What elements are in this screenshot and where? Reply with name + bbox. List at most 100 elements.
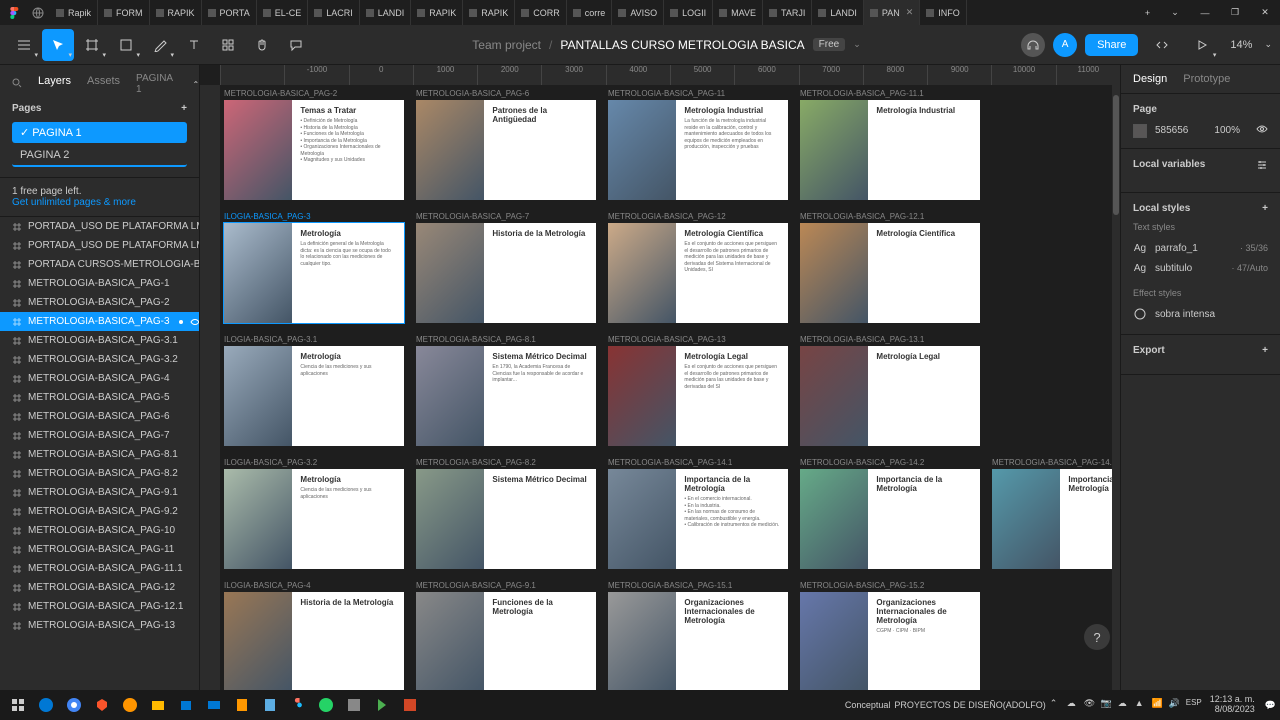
add-style-icon[interactable]: +	[1262, 203, 1268, 214]
frame-label[interactable]: METROLOGIA-BASICA_PAG-6	[416, 89, 596, 98]
browser-tab[interactable]: TARJI	[763, 0, 812, 25]
frame-thumbnail[interactable]: Metrología Ciencia de las mediciones y s…	[224, 469, 404, 569]
frame-label[interactable]: METROLOGIA-BASICA_PAG-9.1	[416, 581, 596, 590]
layer-item[interactable]: METROLOGIA-BASICA_PAG-8.2	[0, 464, 199, 483]
frame-label[interactable]: METROLOGIA-BASICA_PAG-8.1	[416, 335, 596, 344]
browser-tab[interactable]: EL-CE	[257, 0, 309, 25]
maximize-icon[interactable]: ❐	[1220, 0, 1250, 25]
eye-icon[interactable]	[1256, 123, 1268, 138]
frame-label[interactable]: METROLOGIA-BASICA_PAG-8.2	[416, 458, 596, 467]
layer-item[interactable]: METROLOGIA-BASICA_PAG-11	[0, 540, 199, 559]
frame-thumbnail[interactable]: Sistema Métrico Decimal En 1790, la Acad…	[416, 346, 596, 446]
frame-thumbnail[interactable]: Metrología Industrial	[800, 100, 980, 200]
close-icon[interactable]: ✕	[1250, 0, 1280, 25]
frame-thumbnail[interactable]: Metrología Ciencia de las mediciones y s…	[224, 346, 404, 446]
browser-tab[interactable]: INFO	[920, 0, 967, 25]
browser-tab[interactable]: LANDI	[812, 0, 864, 25]
frame-label[interactable]: METROLOGIA-BASICA_PAG-13.1	[800, 335, 980, 344]
layer-item[interactable]: METROLOGIA-BASICA_PAG-3	[0, 312, 199, 331]
tray-chevron-icon[interactable]: ⌃	[1050, 698, 1064, 712]
frame-thumbnail[interactable]: Metrología Legal Es el conjunto de accio…	[608, 346, 788, 446]
project-name[interactable]: Team project	[472, 38, 541, 52]
layer-item[interactable]: METROLOGIA-BASICA_PAG-4	[0, 369, 199, 388]
minimize-icon[interactable]: —	[1190, 0, 1220, 25]
frame-label[interactable]: METROLOGIA-BASICA_PAG-15.1	[608, 581, 788, 590]
user-avatar[interactable]: A	[1053, 33, 1077, 57]
layer-item[interactable]: METROLOGIA-BASICA_PAG-3.1	[0, 331, 199, 350]
scrollbar-vertical[interactable]	[1112, 85, 1120, 690]
frame-label[interactable]: METROLOGIA-BASICA_PAG-14.1	[608, 458, 788, 467]
frame-label[interactable]: METROLOGIA-BASICA_PAG-2	[224, 89, 404, 98]
prototype-tab[interactable]: Prototype	[1183, 73, 1230, 85]
zoom-level[interactable]: 14%	[1226, 39, 1256, 51]
tray-onedrive-icon[interactable]: ☁	[1118, 698, 1132, 712]
frame-thumbnail[interactable]: Metrología Científica	[800, 223, 980, 323]
headphones-icon[interactable]	[1021, 33, 1045, 57]
layer-item[interactable]: METROLOGIA-BASICA_PAG-1	[0, 274, 199, 293]
frame-thumbnail[interactable]: Importancia de la Metrología	[800, 469, 980, 569]
frame-label[interactable]: METROLOGIA-BASICA_PAG-11.1	[800, 89, 980, 98]
move-tool[interactable]: ▾	[42, 29, 74, 61]
mail-icon[interactable]	[200, 692, 228, 718]
chevron-down-icon[interactable]: ⌄	[1160, 0, 1190, 25]
page-item[interactable]: ✓ PAGINA 1	[12, 122, 187, 143]
frame-label[interactable]: METROLOGIA-BASICA_PAG-15.2	[800, 581, 980, 590]
chevron-icon[interactable]: ⌃	[193, 80, 200, 89]
browser-tab[interactable]: corre	[567, 0, 613, 25]
layer-item[interactable]: METROLOGIA-BASICA_PAG-5	[0, 388, 199, 407]
layers-tab[interactable]: Layers	[38, 75, 71, 93]
tray-volume-icon[interactable]: 🔊	[1169, 698, 1183, 712]
search-icon[interactable]	[12, 78, 22, 91]
page-item[interactable]: PAGINA 2	[12, 145, 187, 167]
layer-item[interactable]: METROLOGIA-BASICA_PAG-8.1	[0, 445, 199, 464]
frame-thumbnail[interactable]: Metrología La definición general de la M…	[224, 223, 404, 323]
frame-label[interactable]: METROLOGIA-BASICA_PAG-13	[608, 335, 788, 344]
settings-icon[interactable]	[1256, 159, 1268, 174]
layer-item[interactable]: METROLOGIA-BASICA_PAG-12	[0, 578, 199, 597]
frame-label[interactable]: METROLOGIA-BASICA_PAG-7	[416, 212, 596, 221]
add-page-icon[interactable]: +	[181, 103, 187, 114]
store-icon[interactable]	[172, 692, 200, 718]
frame-thumbnail[interactable]: Historia de la Metrología	[224, 592, 404, 690]
frame-thumbnail[interactable]: Metrología Industrial La función de la m…	[608, 100, 788, 200]
frame-thumbnail[interactable]: Funciones de la Metrología	[416, 592, 596, 690]
present-icon[interactable]: ▾	[1186, 29, 1218, 61]
help-button[interactable]: ?	[1084, 624, 1110, 650]
tray-eye-icon[interactable]: 👁	[1084, 698, 1098, 712]
app-icon-2[interactable]	[368, 692, 396, 718]
frame-thumbnail[interactable]: Patrones de la Antigüedad	[416, 100, 596, 200]
layer-item[interactable]: PORTADA_USO DE PLATAFORMA LMS	[0, 217, 199, 236]
frame-tool[interactable]: ▾	[76, 29, 108, 61]
tray-camera-icon[interactable]: 📷	[1101, 698, 1115, 712]
app-icon[interactable]	[340, 692, 368, 718]
frame-thumbnail[interactable]: Organizaciones Internacionales de Metrol…	[608, 592, 788, 690]
browser-tab[interactable]: PAN✕	[864, 0, 920, 25]
dev-mode-icon[interactable]	[1146, 29, 1178, 61]
frame-label[interactable]: METROLOGIA-BASICA_PAG-12.1	[800, 212, 980, 221]
brave-icon[interactable]	[88, 692, 116, 718]
layer-item[interactable]: PORTADA CURSOS-METROLOGIA-BASICA(...	[0, 255, 199, 274]
design-tab[interactable]: Design	[1133, 73, 1167, 85]
frame-thumbnail[interactable]: Metrología Legal	[800, 346, 980, 446]
chrome-icon[interactable]	[60, 692, 88, 718]
sublime-icon[interactable]	[228, 692, 256, 718]
figma-home-icon[interactable]	[0, 0, 25, 25]
layer-item[interactable]: METROLOGIA-BASICA_PAG-11.1	[0, 559, 199, 578]
browser-tab[interactable]: CORR	[515, 0, 567, 25]
figma-icon[interactable]	[284, 692, 312, 718]
resources-tool[interactable]	[212, 29, 244, 61]
layer-item[interactable]: METROLOGIA-BASICA_PAG-9.1	[0, 483, 199, 502]
page-color-swatch[interactable]	[1133, 124, 1147, 138]
comment-tool[interactable]	[280, 29, 312, 61]
tray-lang-icon[interactable]: ESP	[1186, 698, 1200, 712]
add-export-icon[interactable]: +	[1262, 345, 1268, 356]
assets-tab[interactable]: Assets	[87, 75, 120, 93]
layer-item[interactable]: METROLOGIA-BASICA_PAG-7	[0, 426, 199, 445]
notifications-icon[interactable]: 💬	[1265, 700, 1276, 711]
browser-tab[interactable]: PORTA	[202, 0, 257, 25]
frame-label[interactable]: ILOGIA-BASICA_PAG-3.2	[224, 458, 404, 467]
frame-label[interactable]: METROLOGIA-BASICA_PAG-14.2	[800, 458, 980, 467]
frame-label[interactable]: ILOGIA-BASICA_PAG-3	[224, 212, 404, 221]
notepad-icon[interactable]	[256, 692, 284, 718]
layer-item[interactable]: METROLOGIA-BASICA_PAG-10	[0, 521, 199, 540]
